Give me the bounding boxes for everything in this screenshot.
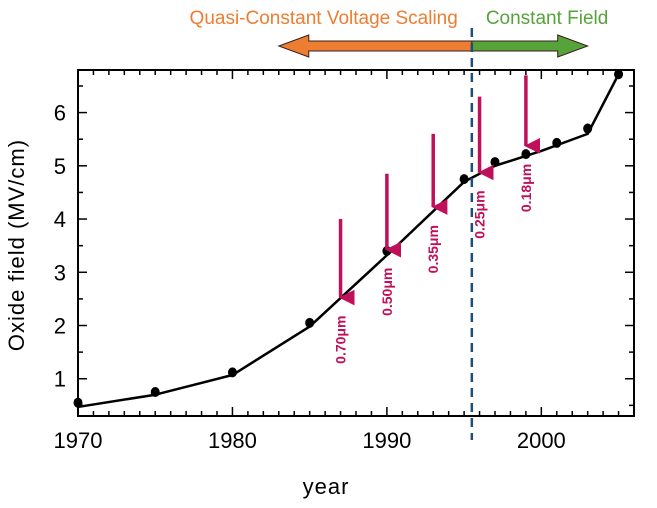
region-arrow-quasi-constant-voltage <box>277 34 473 58</box>
plot-area-frame <box>77 69 635 417</box>
region-arrow-constant-field <box>471 34 590 58</box>
data-point <box>490 157 500 168</box>
data-point <box>521 149 531 160</box>
x-tick-label: 1980 <box>208 428 257 453</box>
scaling-regions: Quasi-Constant Voltage Scaling Constant … <box>190 8 609 58</box>
y-tick-label: 3 <box>54 260 66 285</box>
technology-node-label: 0.18μm <box>518 164 534 212</box>
x-axis-tick-labels: 1970 1980 1990 2000 <box>54 428 566 453</box>
x-tick-label: 2000 <box>517 428 566 453</box>
technology-node-label: 0.35μm <box>425 225 441 273</box>
y-tick-label: 1 <box>54 367 66 392</box>
technology-node-label: 0.70μm <box>333 316 349 364</box>
y-axis-tick-labels: 1 2 3 4 5 6 <box>54 101 66 392</box>
technology-node-annotations: 0.70μm 0.50μm 0.35μm 0.25μm 0.18μm <box>333 75 541 364</box>
y-tick-label: 6 <box>54 101 66 126</box>
data-point <box>227 367 237 378</box>
data-point <box>552 137 562 148</box>
region-label-constant-field: Constant Field <box>486 8 609 29</box>
x-tick-label: 1990 <box>362 428 411 453</box>
technology-node-label: 0.25μm <box>472 190 488 238</box>
data-point <box>150 387 160 398</box>
data-point <box>459 174 469 185</box>
data-point <box>305 317 315 328</box>
data-point <box>583 123 593 134</box>
y-tick-label: 2 <box>54 314 66 339</box>
trend-line <box>77 73 620 409</box>
x-axis-label: year <box>303 474 350 499</box>
axis-ticks <box>77 70 635 416</box>
region-label-quasi-constant-voltage: Quasi-Constant Voltage Scaling <box>190 8 458 29</box>
data-point <box>614 69 624 80</box>
y-tick-label: 5 <box>54 154 66 179</box>
x-tick-label: 1970 <box>54 428 103 453</box>
technology-node-label: 0.50μm <box>379 268 395 316</box>
data-point <box>73 397 83 408</box>
y-tick-label: 4 <box>54 207 66 232</box>
y-axis-label: Oxide field (MV/cm) <box>4 139 29 351</box>
